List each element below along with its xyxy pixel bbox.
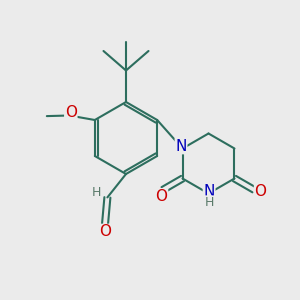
- Text: H: H: [92, 186, 102, 200]
- Text: O: O: [255, 184, 267, 199]
- Text: N: N: [175, 139, 187, 154]
- Text: O: O: [100, 224, 112, 239]
- Text: H: H: [204, 196, 214, 209]
- Text: O: O: [65, 105, 77, 120]
- Text: O: O: [155, 189, 167, 204]
- Text: N: N: [203, 184, 215, 200]
